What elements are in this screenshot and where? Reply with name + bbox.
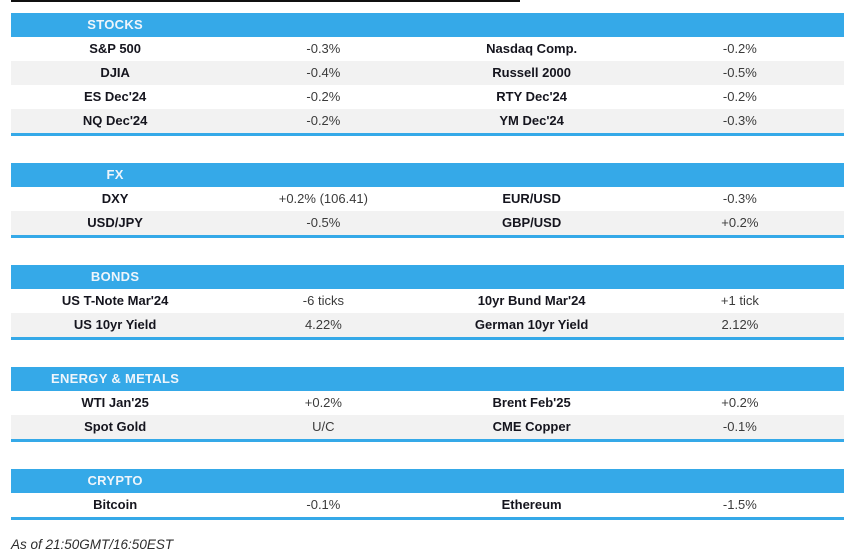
instrument-value: -6 ticks (302, 293, 344, 308)
instrument-value: -0.5% (306, 215, 341, 230)
instrument-label: US 10yr Yield (73, 317, 157, 332)
instrument-label: Spot Gold (84, 419, 147, 434)
instrument-label: GBP/USD (502, 215, 562, 230)
table-row: USD/JPY -0.5% GBP/USD +0.2% (11, 211, 844, 235)
section-title: STOCKS (87, 17, 143, 32)
table-row: ES Dec'24 -0.2% RTY Dec'24 -0.2% (11, 85, 844, 109)
section-header-crypto: CRYPTO (11, 469, 844, 493)
clipped-content-line (11, 0, 520, 2)
instrument-value: -0.2% (722, 41, 757, 56)
table-row: Bitcoin -0.1% Ethereum -1.5% (11, 493, 844, 517)
section-title: ENERGY & METALS (50, 371, 180, 386)
table-row: Spot Gold U/C CME Copper -0.1% (11, 415, 844, 439)
instrument-label: Russell 2000 (492, 65, 572, 80)
section-energy-metals: ENERGY & METALS WTI Jan'25 +0.2% Brent Feb'… (11, 367, 844, 442)
instrument-label: S&P 500 (89, 41, 142, 56)
instrument-label: DXY (101, 191, 129, 206)
instrument-value: +0.2% (721, 395, 759, 410)
instrument-value: -0.1% (722, 419, 757, 434)
section-bonds: BONDS US T-Note Mar'24 -6 ticks 10yr Bund M… (11, 265, 844, 340)
section-crypto: CRYPTO Bitcoin -0.1% Ethereum -1.5% (11, 469, 844, 520)
table-row: S&P 500 -0.3% Nasdaq Comp. -0.2% (11, 37, 844, 61)
instrument-label: US T-Note Mar'24 (61, 293, 169, 308)
instrument-label: USD/JPY (87, 215, 143, 230)
instrument-label: Bitcoin (93, 497, 138, 512)
table-row: US 10yr Yield 4.22% German 10yr Yield 2.12% (11, 313, 844, 337)
table-row: DXY +0.2% (106.41) EUR/USD -0.3% (11, 187, 844, 211)
instrument-label: RTY Dec'24 (496, 89, 568, 104)
instrument-value: -0.4% (306, 65, 341, 80)
instrument-value: -0.2% (722, 89, 757, 104)
instrument-value: -0.3% (722, 191, 757, 206)
section-header-bonds: BONDS (11, 265, 844, 289)
instrument-value: -0.2% (306, 89, 341, 104)
instrument-label: German 10yr Yield (474, 317, 589, 332)
instrument-label: 10yr Bund Mar'24 (477, 293, 586, 308)
instrument-value: U/C (312, 419, 335, 434)
instrument-value: +0.2% (106.41) (278, 191, 368, 206)
instrument-value: -0.5% (722, 65, 757, 80)
instrument-label: Ethereum (501, 497, 562, 512)
table-row: DJIA -0.4% Russell 2000 -0.5% (11, 61, 844, 85)
instrument-label: WTI Jan'25 (81, 395, 149, 410)
section-header-fx: FX (11, 163, 844, 187)
instrument-value: -0.3% (306, 41, 341, 56)
instrument-label: CME Copper (492, 419, 571, 434)
instrument-value: -0.3% (722, 113, 757, 128)
instrument-label: DJIA (100, 65, 130, 80)
instrument-value: +1 tick (720, 293, 759, 308)
table-row: US T-Note Mar'24 -6 ticks 10yr Bund Mar'24… (11, 289, 844, 313)
section-header-stocks: STOCKS (11, 13, 844, 37)
timestamp-footer: As of 21:50GMT/16:50EST (11, 537, 174, 552)
section-stocks: STOCKS S&P 500 -0.3% Nasdaq Comp. -0.2% DJIA -… (11, 13, 844, 136)
section-title: FX (106, 167, 124, 182)
section-title: CRYPTO (87, 473, 143, 488)
instrument-label: Brent Feb'25 (492, 395, 571, 410)
instrument-label: EUR/USD (502, 191, 561, 206)
instrument-value: 4.22% (304, 317, 342, 332)
instrument-label: Nasdaq Comp. (486, 41, 578, 56)
instrument-label: ES Dec'24 (83, 89, 147, 104)
instrument-value: +0.2% (304, 395, 342, 410)
market-summary-table: STOCKS S&P 500 -0.3% Nasdaq Comp. -0.2% DJIA -… (11, 13, 844, 547)
instrument-value: 2.12% (721, 317, 759, 332)
table-row: NQ Dec'24 -0.2% YM Dec'24 -0.3% (11, 109, 844, 133)
instrument-label: YM Dec'24 (499, 113, 564, 128)
instrument-label: NQ Dec'24 (82, 113, 148, 128)
table-row: WTI Jan'25 +0.2% Brent Feb'25 +0.2% (11, 391, 844, 415)
instrument-value: -1.5% (722, 497, 757, 512)
section-fx: FX DXY +0.2% (106.41) EUR/USD -0.3% USD/JPY -0… (11, 163, 844, 238)
instrument-value: +0.2% (721, 215, 759, 230)
section-title: BONDS (90, 269, 140, 284)
section-header-energy-metals: ENERGY & METALS (11, 367, 844, 391)
instrument-value: -0.1% (306, 497, 341, 512)
instrument-value: -0.2% (306, 113, 341, 128)
